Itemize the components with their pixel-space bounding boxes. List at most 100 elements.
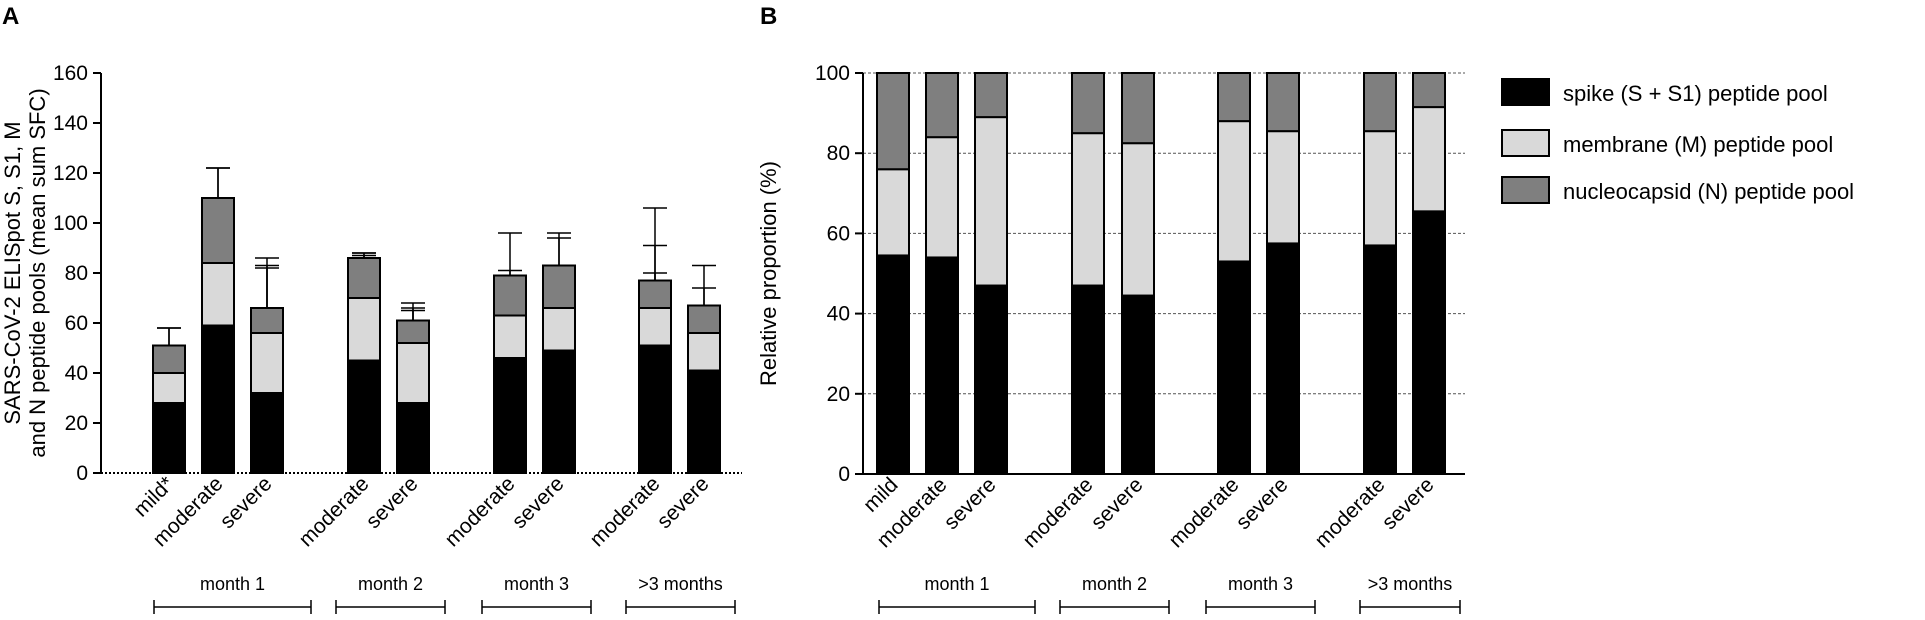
bar-nucleocapsid: [687, 304, 721, 334]
bar-nucleocapsid: [1121, 72, 1155, 145]
bar-membrane: [974, 116, 1008, 287]
category-label: severe: [1378, 473, 1439, 534]
bar-membrane: [396, 342, 430, 404]
category-label: mild: [859, 473, 902, 516]
bar-spike: [925, 256, 959, 475]
y-tick-label: 100: [815, 62, 850, 85]
bar-spike: [687, 369, 721, 474]
bar-nucleocapsid: [876, 72, 910, 171]
bar-nucleocapsid: [347, 257, 381, 299]
bar-spike: [493, 357, 527, 474]
bar-nucleocapsid: [974, 72, 1008, 119]
bar-spike: [638, 344, 672, 474]
bar-membrane: [1071, 132, 1105, 287]
legend: spike (S + S1) peptide pool membrane (M)…: [1501, 78, 1854, 204]
y-tick-label: 60: [65, 312, 88, 335]
bar-membrane: [1412, 106, 1446, 213]
bar-membrane: [347, 297, 381, 362]
bar-membrane: [1217, 120, 1251, 263]
category-label: severe: [1087, 473, 1148, 534]
category-label: moderate: [1165, 473, 1244, 552]
group-label: month 2: [1082, 574, 1147, 594]
category-label: severe: [362, 472, 423, 533]
legend-label-spike: spike (S + S1) peptide pool: [1563, 81, 1828, 106]
bar-nucleocapsid: [152, 344, 186, 374]
bar-membrane: [687, 332, 721, 372]
bar-membrane: [542, 307, 576, 352]
y-tick-label: 160: [53, 62, 88, 85]
category-label: severe: [216, 472, 277, 533]
group-label: month 1: [924, 574, 989, 594]
y-tick-label: 20: [827, 383, 850, 406]
bar-membrane: [876, 168, 910, 257]
group-label: month 3: [1228, 574, 1293, 594]
y-axis-title-line-2: and N peptide pools (mean sum SFC): [25, 88, 50, 457]
bar-nucleocapsid: [201, 197, 235, 264]
bar-nucleocapsid: [493, 274, 527, 317]
panel-a-label: A: [2, 3, 19, 30]
bar-nucleocapsid: [542, 264, 576, 309]
bar-spike: [1412, 210, 1446, 475]
bar-membrane: [1121, 142, 1155, 297]
bar-membrane: [638, 307, 672, 347]
bar-spike: [347, 359, 381, 474]
bar-nucleocapsid: [396, 319, 430, 344]
y-tick-label: 100: [53, 212, 88, 235]
y-tick-label: 80: [827, 142, 850, 165]
bar-spike: [152, 402, 186, 474]
group-label: month 1: [200, 574, 265, 594]
group-label: month 3: [504, 574, 569, 594]
legend-label-membrane: membrane (M) peptide pool: [1563, 132, 1833, 157]
bar-nucleocapsid: [1071, 72, 1105, 135]
bar-membrane: [152, 372, 186, 404]
y-tick-label: 20: [65, 412, 88, 435]
bar-spike: [396, 402, 430, 474]
y-tick-label: 140: [53, 112, 88, 135]
bar-nucleocapsid: [1412, 72, 1446, 109]
bar-membrane: [250, 332, 284, 394]
category-label: severe: [940, 473, 1001, 534]
bar-nucleocapsid: [1217, 72, 1251, 123]
legend-swatch-spike: [1501, 78, 1550, 106]
y-tick-label: 120: [53, 162, 88, 185]
y-tick-label: 60: [827, 222, 850, 245]
panel-b-label: B: [760, 3, 777, 30]
legend-label-nucleocapsid: nucleocapsid (N) peptide pool: [1563, 179, 1854, 204]
bar-membrane: [201, 262, 235, 327]
bar-nucleocapsid: [925, 72, 959, 139]
y-axis-title: Relative proportion (%): [756, 161, 781, 386]
category-label: severe: [653, 472, 714, 533]
y-axis-title-line-1: SARS-CoV-2 ELISpot S, S1, M: [0, 121, 25, 424]
category-label: moderate: [441, 472, 520, 551]
legend-swatch-membrane: [1501, 129, 1550, 157]
bar-nucleocapsid: [1266, 72, 1300, 133]
bar-spike: [1071, 284, 1105, 475]
bar-spike: [1266, 242, 1300, 475]
bar-spike: [201, 324, 235, 474]
y-tick-label: 40: [827, 303, 850, 326]
category-label: severe: [508, 472, 569, 533]
bar-membrane: [1266, 130, 1300, 245]
category-label: moderate: [1311, 473, 1390, 552]
bar-spike: [1217, 260, 1251, 475]
category-label: severe: [1232, 473, 1293, 534]
bar-spike: [876, 254, 910, 475]
bar-spike: [250, 392, 284, 474]
y-tick-label: 0: [76, 462, 88, 485]
bar-spike: [974, 284, 1008, 475]
y-tick-label: 40: [65, 362, 88, 385]
category-label: moderate: [1019, 473, 1098, 552]
group-label: >3 months: [638, 574, 723, 594]
y-tick-label: 0: [838, 463, 850, 486]
legend-swatch-nucleocapsid: [1501, 176, 1550, 204]
bar-membrane: [925, 136, 959, 259]
bar-nucleocapsid: [638, 279, 672, 309]
bar-spike: [1363, 244, 1397, 475]
y-tick-label: 80: [65, 262, 88, 285]
bar-spike: [1121, 294, 1155, 475]
category-label: moderate: [295, 472, 374, 551]
category-label: moderate: [586, 472, 665, 551]
